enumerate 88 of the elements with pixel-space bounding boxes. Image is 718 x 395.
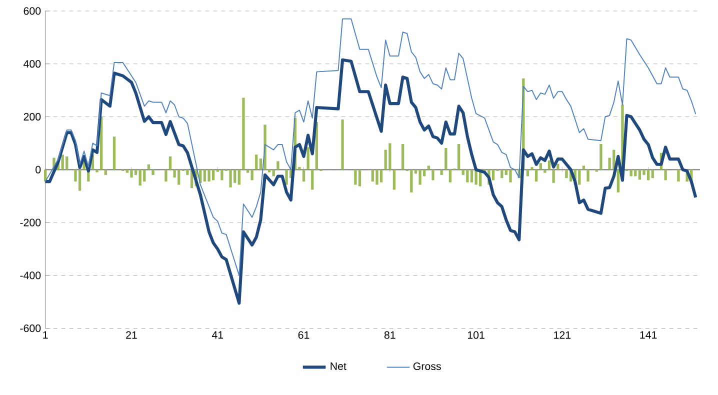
bar (306, 147, 310, 170)
bar (376, 170, 378, 185)
bar (634, 170, 637, 176)
bar (143, 170, 146, 182)
bar (444, 148, 448, 170)
bar (492, 170, 495, 180)
bar (457, 144, 460, 170)
bar (440, 170, 443, 175)
bar (418, 170, 422, 185)
bar (268, 170, 271, 172)
line-series (44, 18, 696, 276)
x-tick-label: 61 (298, 331, 310, 339)
bar (238, 170, 240, 185)
bar (582, 166, 586, 170)
x-tick-label: 21 (126, 331, 137, 339)
x-tick-label: 81 (384, 331, 396, 339)
x-tick-label: 41 (212, 331, 224, 339)
legend-label: Gross (413, 362, 441, 370)
y-tick-label: -200 (20, 218, 41, 226)
y-tick-label: -400 (20, 272, 41, 280)
bar (664, 170, 667, 180)
bar (341, 119, 344, 170)
bar (311, 170, 314, 190)
bar (354, 170, 357, 185)
bar (427, 166, 430, 170)
bar (448, 170, 452, 182)
y-tick-label: -600 (20, 324, 41, 332)
bar (229, 170, 232, 188)
bar (61, 154, 64, 170)
bar (651, 170, 654, 178)
x-tick-label: 1 (43, 331, 48, 339)
bar (130, 170, 133, 178)
bar (78, 170, 82, 191)
bar (380, 170, 383, 182)
bar (96, 170, 98, 172)
bar (432, 170, 434, 180)
y-tick-label: 200 (24, 112, 41, 121)
bar (552, 170, 555, 183)
x-tick-label: 141 (640, 331, 657, 339)
y-tick-label: 0 (36, 166, 41, 174)
bar (616, 170, 620, 192)
bar (285, 170, 288, 185)
legend-label: Net (330, 362, 346, 370)
bar (152, 170, 154, 175)
bar (401, 144, 404, 170)
y-tick-label: 600 (24, 7, 41, 15)
bar (276, 161, 280, 170)
bar (112, 136, 116, 170)
bar (530, 167, 534, 170)
bar (535, 170, 538, 182)
bar (358, 170, 362, 186)
bar (104, 170, 107, 175)
bar (212, 170, 215, 180)
x-tick-label: 101 (468, 331, 484, 339)
bar (539, 163, 542, 170)
bar (600, 144, 602, 170)
bar (272, 170, 275, 176)
bar (630, 170, 632, 176)
bar (638, 170, 642, 180)
bar (203, 170, 206, 182)
bar (255, 154, 258, 170)
line-series (44, 58, 698, 305)
y-tick-label: 400 (24, 60, 41, 68)
bar (138, 170, 142, 186)
bar (208, 170, 210, 182)
bar (220, 170, 224, 180)
bar (134, 170, 138, 175)
bar (586, 170, 590, 182)
bar (548, 160, 551, 170)
bar (388, 143, 392, 170)
bar (250, 170, 254, 180)
bar (392, 170, 396, 190)
bar (168, 156, 172, 170)
bar (646, 170, 650, 180)
bar (526, 170, 530, 176)
bar (242, 98, 245, 170)
bar (302, 170, 306, 182)
bar (164, 170, 168, 182)
bar (509, 170, 512, 182)
bar (544, 170, 546, 173)
bar (565, 170, 568, 178)
bar (410, 170, 413, 192)
bar (466, 170, 469, 182)
x-tick-label: 121 (554, 331, 571, 339)
bar (470, 170, 474, 182)
bar (371, 170, 374, 182)
bar (677, 170, 680, 182)
bar (578, 170, 581, 185)
